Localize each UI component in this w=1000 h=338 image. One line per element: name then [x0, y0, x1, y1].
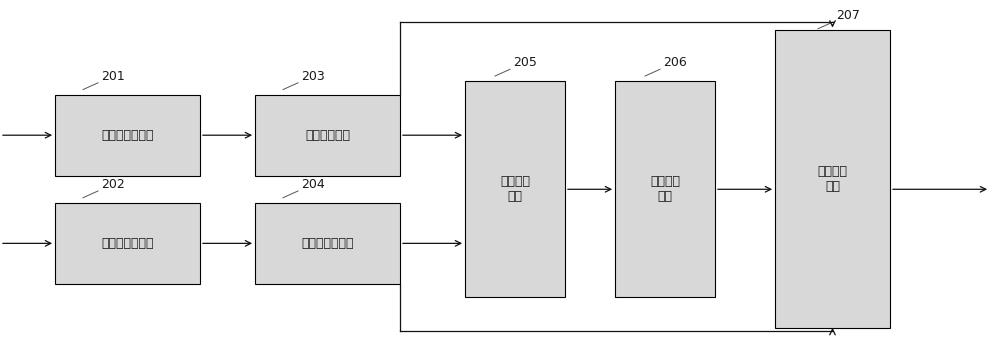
Text: 红外图像预处理: 红外图像预处理: [101, 129, 154, 142]
Bar: [55, 95, 200, 176]
Text: 数字图像
配准: 数字图像 配准: [500, 175, 530, 203]
Text: 201: 201: [101, 70, 125, 82]
Text: 207: 207: [836, 9, 860, 22]
Text: 数字图像
融合: 数字图像 融合: [650, 175, 680, 203]
Text: 205: 205: [513, 56, 537, 69]
Text: 202: 202: [101, 178, 125, 191]
Bar: [775, 30, 890, 328]
Bar: [465, 81, 565, 297]
Text: 203: 203: [301, 70, 325, 82]
Text: 低照度图像复制: 低照度图像复制: [301, 237, 354, 250]
Text: 低照度图像处理: 低照度图像处理: [101, 237, 154, 250]
Text: 红外图像复制: 红外图像复制: [305, 129, 350, 142]
Bar: [55, 203, 200, 284]
Text: 204: 204: [301, 178, 325, 191]
Bar: [615, 81, 715, 297]
Text: 图像输出
选择: 图像输出 选择: [818, 165, 848, 193]
Bar: [255, 95, 400, 176]
Bar: [255, 203, 400, 284]
Text: 206: 206: [663, 56, 687, 69]
